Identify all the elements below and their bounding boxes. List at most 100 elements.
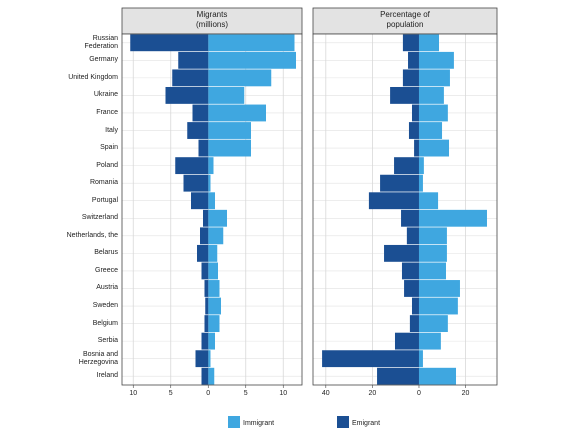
bar: [208, 51, 296, 69]
bar: [418, 34, 440, 52]
panel-background: [313, 34, 497, 385]
category-label: Poland: [96, 161, 118, 169]
bar: [402, 69, 419, 87]
bar: [418, 104, 448, 122]
x-tick-label: 10: [129, 390, 137, 397]
bar: [418, 157, 424, 175]
bar: [408, 122, 419, 139]
bar: [402, 34, 419, 52]
bar: [418, 87, 444, 104]
bar: [208, 139, 251, 157]
bar: [201, 262, 209, 280]
bar: [208, 367, 215, 385]
bar: [418, 51, 454, 69]
bar: [418, 315, 448, 332]
category-label: Serbia: [97, 337, 118, 345]
bar: [208, 34, 295, 52]
bar: [205, 297, 209, 315]
category-label: Russian Federation: [84, 34, 118, 50]
bar: [418, 209, 487, 227]
legend-label: Emigrant: [352, 420, 380, 427]
bar: [401, 209, 419, 227]
panel-header: [312, 7, 498, 35]
bar: [418, 244, 447, 262]
bar: [418, 174, 423, 192]
bar: [418, 350, 423, 368]
bar: [203, 209, 209, 227]
bar: [411, 297, 419, 315]
bar: [418, 69, 450, 87]
bar: [418, 122, 443, 139]
bar: [394, 157, 419, 175]
bar: [418, 192, 439, 210]
bar: [197, 244, 209, 262]
legend-swatch: [337, 416, 349, 428]
category-label: Switzerland: [81, 214, 118, 222]
bar: [208, 157, 214, 175]
bar: [172, 69, 209, 87]
legend-swatch: [228, 416, 240, 428]
bar: [208, 104, 266, 122]
category-label: Austria: [96, 284, 118, 292]
category-label: Greece: [95, 266, 118, 274]
x-tick-label: 5: [244, 390, 248, 397]
bar: [390, 87, 419, 104]
bar: [401, 262, 419, 280]
panel-title: Percentage of population: [380, 10, 430, 29]
bar: [198, 139, 209, 157]
bar: [404, 280, 419, 297]
category-label: Bosnia and Herzegovina: [78, 350, 118, 366]
panel-background: [122, 34, 302, 385]
bar: [409, 315, 419, 332]
bar: [201, 332, 209, 350]
category-label: Romania: [89, 179, 118, 187]
category-label: Spain: [100, 144, 118, 152]
bar: [411, 104, 419, 122]
category-label: United Kingdom: [68, 73, 118, 81]
bar: [165, 87, 209, 104]
x-tick-label: 20: [462, 390, 470, 397]
x-tick-label: 20: [368, 390, 376, 397]
bar: [368, 192, 419, 210]
bar: [208, 315, 220, 332]
bar: [418, 139, 450, 157]
category-label: Sweden: [92, 302, 118, 310]
bar: [208, 244, 218, 262]
bar: [384, 244, 419, 262]
category-label: France: [96, 108, 118, 116]
category-label: Netherlands, the: [66, 231, 118, 239]
panel-header: [121, 7, 303, 35]
bar: [208, 297, 221, 315]
bar: [208, 87, 245, 104]
bar: [208, 262, 218, 280]
bar: [208, 227, 224, 245]
category-label: Italy: [105, 126, 118, 134]
bar: [201, 367, 209, 385]
bar: [208, 174, 211, 192]
category-label: Belarus: [94, 249, 118, 257]
bar: [187, 122, 209, 139]
bar: [414, 139, 419, 157]
category-label: Ireland: [96, 372, 118, 380]
bar: [178, 51, 209, 69]
bar: [406, 227, 419, 245]
category-label: Ukraine: [93, 91, 118, 99]
bar: [418, 367, 457, 385]
bar: [208, 209, 227, 227]
x-tick-label: 0: [417, 390, 421, 397]
bar: [418, 280, 460, 297]
category-label: Belgium: [92, 319, 118, 327]
bar: [208, 280, 220, 297]
bar: [175, 157, 209, 175]
panel-border: [121, 33, 303, 386]
bar: [418, 297, 458, 315]
bar: [208, 192, 215, 210]
legend-label: Immigrant: [243, 420, 274, 427]
category-label: Portugal: [91, 196, 118, 204]
x-tick-label: 10: [279, 390, 287, 397]
bar: [322, 350, 419, 368]
bar: [418, 262, 446, 280]
bar: [195, 350, 209, 368]
